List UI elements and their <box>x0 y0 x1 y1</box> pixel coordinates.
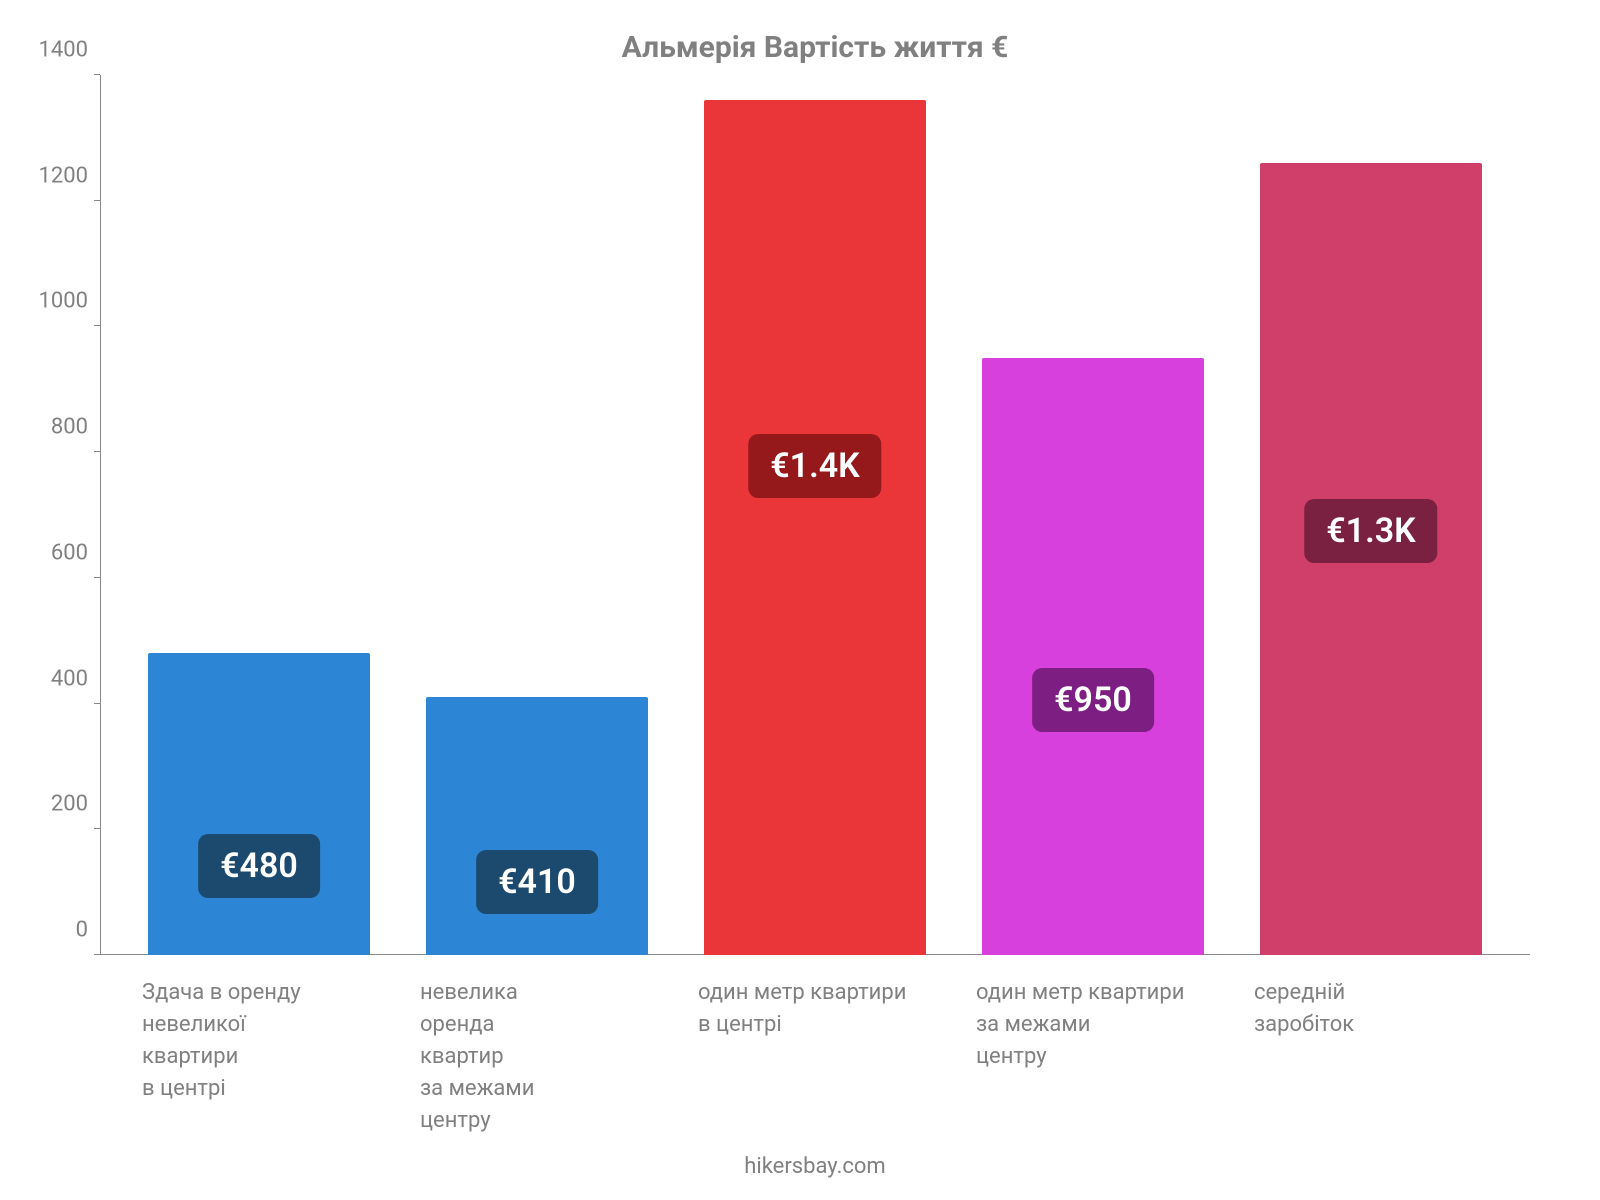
bars-row: €480 €410 €1.4K €950 €1.3K <box>100 75 1530 955</box>
x-label: середній заробіток <box>1254 977 1354 1136</box>
bar: €1.3K <box>1260 163 1482 955</box>
y-tick-mark <box>94 74 100 75</box>
bar-value-label: €950 <box>1032 668 1154 732</box>
y-tick-label: 1000 <box>39 289 100 314</box>
y-tick-label: 600 <box>51 540 100 565</box>
plot-area: €480€410€1.4K€950€1.3K 02004006008001000… <box>100 75 1530 955</box>
bar-value-label: €410 <box>476 850 598 914</box>
bar-cell: €1.4K <box>676 75 954 955</box>
bar: €410 <box>426 697 648 955</box>
x-label-cell: середній заробіток <box>1232 977 1510 1136</box>
y-tick-label: 800 <box>51 415 100 440</box>
x-label-cell: один метр квартири в центрі <box>676 977 954 1136</box>
chart-source: hikersbay.com <box>100 1154 1530 1179</box>
y-tick-label: 200 <box>51 792 100 817</box>
y-tick-mark <box>94 703 100 704</box>
bar-value-label: €1.4K <box>748 434 881 498</box>
bar-cell: €1.3K <box>1232 75 1510 955</box>
bar-cell: €480 <box>120 75 398 955</box>
bar-cell: €950 <box>954 75 1232 955</box>
x-label-cell: Здача в оренду невеликої квартири в цент… <box>120 977 398 1136</box>
x-label: один метр квартири за межами центру <box>976 977 1184 1136</box>
x-label: невелика оренда квартир за межами центру <box>420 977 534 1136</box>
y-tick-mark <box>94 954 100 955</box>
x-labels-row: Здача в оренду невеликої квартири в цент… <box>100 977 1530 1136</box>
x-label-cell: невелика оренда квартир за межами центру <box>398 977 676 1136</box>
y-tick-label: 400 <box>51 666 100 691</box>
y-tick-mark <box>94 577 100 578</box>
x-label: один метр квартири в центрі <box>698 977 906 1136</box>
y-tick-mark <box>94 451 100 452</box>
y-tick-label: 0 <box>76 918 100 943</box>
cost-of-living-chart: Альмерія Вартість життя € €480€410€1.4K€… <box>0 0 1600 1200</box>
bar: €480 <box>148 653 370 955</box>
x-label-cell: один метр квартири за межами центру <box>954 977 1232 1136</box>
bar-value-label: €480 <box>198 834 320 898</box>
bar-value-label: €1.3K <box>1304 499 1437 563</box>
y-tick-mark <box>94 200 100 201</box>
y-tick-label: 1400 <box>39 38 100 63</box>
chart-title: Альмерія Вартість життя € <box>100 30 1530 65</box>
x-label: Здача в оренду невеликої квартири в цент… <box>142 977 301 1136</box>
y-tick-mark <box>94 325 100 326</box>
bar: €1.4K <box>704 100 926 955</box>
y-tick-label: 1200 <box>39 163 100 188</box>
bar: €950 <box>982 358 1204 955</box>
bar-cell: €410 <box>398 75 676 955</box>
y-tick-mark <box>94 828 100 829</box>
